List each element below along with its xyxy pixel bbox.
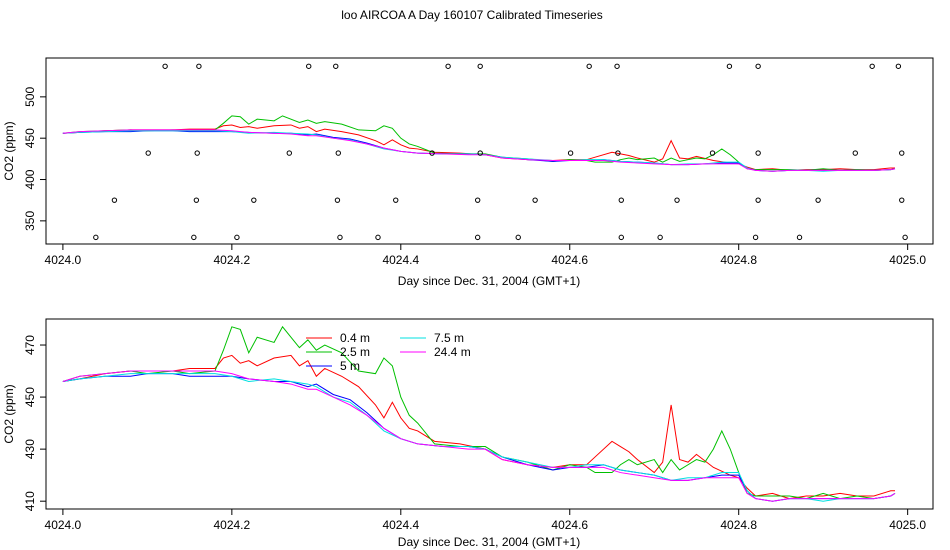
sample-marker xyxy=(111,197,118,203)
top-y-axis-label: CO2 (ppm) xyxy=(2,121,16,180)
top-plot-frame xyxy=(45,57,934,245)
sample-marker xyxy=(93,234,99,241)
sample-marker xyxy=(567,150,574,156)
sample-marker xyxy=(815,197,821,203)
sample-marker xyxy=(709,150,716,156)
sample-marker xyxy=(337,234,343,241)
sample-marker xyxy=(899,197,905,203)
sample-marker xyxy=(145,150,151,156)
series-line xyxy=(62,370,896,502)
sample-marker xyxy=(755,63,761,69)
sample-marker xyxy=(532,197,538,203)
x-tick-label: 4025.0 xyxy=(889,518,926,532)
figure-title: loo AIRCOA A Day 160107 Calibrated Times… xyxy=(341,8,602,22)
sample-marker xyxy=(306,63,312,69)
sample-marker xyxy=(899,150,905,156)
sample-marker xyxy=(335,150,341,156)
legend-label: 2.5 m xyxy=(340,345,370,359)
sample-marker xyxy=(334,197,341,203)
legend-label: 7.5 m xyxy=(434,331,464,345)
bottom-y-axis-label: CO2 (ppm) xyxy=(2,384,16,443)
legend-label: 24.4 m xyxy=(434,345,471,359)
sample-marker xyxy=(477,63,483,69)
sample-marker xyxy=(515,234,521,241)
y-tick-label: 450 xyxy=(23,128,37,148)
sample-marker xyxy=(194,150,200,156)
bottom-panel: 4024.0 4024.2 4024.4 4024.6 4024.8 4025.0 410 4… xyxy=(2,318,934,549)
x-tick-label: 4024.0 xyxy=(45,518,82,532)
bottom-x-axis-label: Day since Dec. 31, 2004 (GMT+1) xyxy=(398,535,580,549)
sample-marker xyxy=(796,234,803,241)
sample-marker xyxy=(586,63,592,69)
x-tick-label: 4024.4 xyxy=(382,253,419,267)
bottom-plot-frame xyxy=(45,318,934,510)
sample-marker xyxy=(162,63,168,69)
top-axes: 4024.0 4024.2 4024.4 4024.6 4024.8 4025.0 350 4… xyxy=(23,87,926,267)
sample-marker xyxy=(234,234,240,241)
bottom-axes: 4024.0 4024.2 4024.4 4024.6 4024.8 4025.0 410 4… xyxy=(23,335,926,532)
y-tick-label: 400 xyxy=(23,169,37,189)
x-tick-label: 4024.6 xyxy=(551,518,588,532)
series-line xyxy=(62,373,896,502)
sample-marker xyxy=(393,197,399,203)
x-tick-label: 4024.2 xyxy=(213,253,250,267)
x-tick-label: 4024.8 xyxy=(720,253,757,267)
x-tick-label: 4024.0 xyxy=(45,253,82,267)
y-tick-label: 450 xyxy=(23,387,37,407)
sample-marker xyxy=(852,150,858,156)
legend: 0.4 m2.5 m5 m 7.5 m24.4 m xyxy=(306,331,471,373)
sample-marker xyxy=(895,63,902,69)
x-tick-label: 4025.0 xyxy=(889,253,926,267)
top-series-line xyxy=(62,129,896,172)
y-tick-label: 500 xyxy=(23,87,37,107)
x-tick-label: 4024.2 xyxy=(213,518,250,532)
y-tick-label: 350 xyxy=(23,211,37,231)
y-tick-label: 430 xyxy=(23,439,37,459)
x-tick-label: 4024.6 xyxy=(551,253,588,267)
sample-marker xyxy=(755,150,761,156)
y-tick-label: 410 xyxy=(23,491,37,511)
sample-marker xyxy=(618,197,624,203)
legend-label: 5 m xyxy=(340,359,360,373)
sample-marker xyxy=(333,63,339,69)
sample-marker xyxy=(375,234,381,241)
legend-label: 0.4 m xyxy=(340,331,370,345)
sample-marker xyxy=(869,63,875,69)
top-panel: 4024.0 4024.2 4024.4 4024.6 4024.8 4025.0 350 4… xyxy=(2,57,934,288)
sample-marker xyxy=(196,63,202,69)
sample-marker xyxy=(615,150,621,156)
sample-marker xyxy=(657,234,663,241)
series-line xyxy=(62,373,896,502)
sample-marker xyxy=(614,63,620,69)
sample-marker xyxy=(193,197,200,203)
x-tick-label: 4024.4 xyxy=(382,518,419,532)
x-tick-label: 4024.8 xyxy=(720,518,757,532)
sample-marker xyxy=(902,234,908,241)
top-marks xyxy=(62,63,908,241)
sample-marker xyxy=(674,197,680,203)
sample-marker xyxy=(474,234,481,241)
sample-marker xyxy=(251,197,257,203)
sample-marker xyxy=(286,150,292,156)
sample-marker xyxy=(618,234,624,241)
y-tick-label: 470 xyxy=(23,335,37,355)
top-x-axis-label: Day since Dec. 31, 2004 (GMT+1) xyxy=(398,274,580,288)
sample-marker xyxy=(752,234,759,241)
sample-marker xyxy=(429,150,435,156)
top-series-line xyxy=(62,115,896,171)
bottom-marks xyxy=(62,325,896,502)
sample-marker xyxy=(191,234,197,241)
series-line xyxy=(62,325,896,500)
sample-marker xyxy=(477,150,483,156)
sample-marker xyxy=(445,63,451,69)
series-line xyxy=(62,354,895,500)
sample-marker xyxy=(726,63,733,69)
sample-marker xyxy=(474,197,481,203)
sample-marker xyxy=(755,197,761,203)
